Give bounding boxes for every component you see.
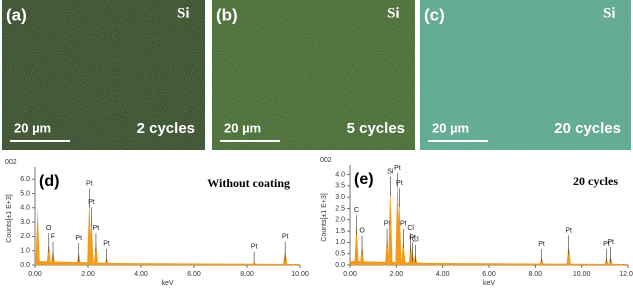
peak-label: Pt [394,165,401,172]
peak [35,207,40,265]
corner-label: 002 [320,157,332,164]
peak-label: Cl [412,237,419,244]
x-tick-label: 0.00 [28,271,42,278]
peak [384,237,390,265]
micrograph-noise [2,0,205,150]
element-label: Si [387,5,400,21]
peak-label: Si [387,169,394,176]
x-tick-label: 10.00 [291,271,309,278]
peak [388,185,393,265]
peak [46,242,51,265]
y-tick-label: 2.5 [335,205,345,212]
peak-label: Pt [607,239,614,246]
peak-label: Pt [384,221,391,228]
peak-label: F [51,234,55,241]
continuum [350,261,628,265]
panel-label: (d) [39,173,59,190]
y-tick-label: 1.0 [335,239,345,246]
peak-label: O [359,227,365,234]
peak-label: Pt [103,241,110,248]
x-tick-label: 2.00 [390,271,404,278]
panel-label: (e) [354,171,374,188]
caption: 20 cycles [554,120,621,137]
peak-label: Pt [251,244,258,251]
panel-label: (c) [424,5,445,24]
peak [354,224,359,265]
x-tick-label: 6.00 [187,271,201,278]
spectrum-title: 20 cycles [573,174,618,188]
y-tick-label: 1.0 [20,248,30,255]
peak-label: Cl [407,225,414,232]
x-tick-label: 8.00 [240,271,254,278]
peak-label: Pt [538,241,545,248]
scale-label: 20 µm [432,120,469,135]
peak-label: C [354,207,359,214]
y-tick-label: 6.0 [20,176,30,183]
y-axis-label: Counts[±1 E+3] [6,194,13,242]
panel-label: (b) [216,5,238,24]
x-tick-label: 8.00 [529,271,543,278]
peak [89,216,94,265]
y-tick-label: 2.0 [20,233,30,240]
x-axis-label: keV [161,280,173,287]
x-tick-label: 0.00 [343,271,357,278]
y-tick-label: 0.0 [20,262,30,269]
y-tick-label: 4.0 [20,205,30,212]
peak [93,242,99,265]
peak-label: Pt [88,199,95,206]
scale-label: 20 µm [224,120,261,135]
y-axis-label: Counts[±1 E+3] [321,193,328,241]
peak-label: Pt [565,227,572,234]
peak-label: Pt [75,235,82,242]
x-tick-label: 2.00 [81,271,95,278]
y-tick-label: 1.5 [335,228,345,235]
peak-label: Pt [93,225,100,232]
element-label: Si [603,5,616,21]
x-tick-label: 4.00 [134,271,148,278]
y-tick-label: 2.0 [335,217,345,224]
scale-label: 20 µm [14,120,51,135]
peak-label: Pt [86,181,93,188]
panel-label: (a) [6,5,27,24]
corner-label: 002 [5,159,17,166]
peak-label: Pt [282,234,289,241]
caption: 5 cycles [347,120,405,137]
peak-label: O [46,225,52,232]
peak [359,244,365,265]
x-axis-label: keV [483,280,495,287]
micrograph-noise [212,0,415,150]
y-tick-label: 3.5 [335,183,345,190]
y-tick-label: 0.5 [335,251,345,258]
peak [397,197,402,265]
element-label: Si [177,5,190,21]
x-tick-label: 6.00 [482,271,496,278]
peak [566,244,571,265]
peak-label: Pt [409,234,416,241]
x-tick-label: 12.00 [619,271,633,278]
y-tick-label: 3.0 [20,219,30,226]
y-tick-label: 5.0 [20,190,30,197]
spectrum-title: Without coating [207,176,290,190]
peak [251,260,257,265]
y-tick-label: 0.0 [335,262,345,269]
x-tick-label: 4.00 [436,271,450,278]
caption: 2 cycles [137,120,195,137]
peak-label: Pt [603,241,610,248]
continuum [35,261,300,265]
y-tick-label: 4.0 [335,171,345,178]
micrograph-noise [420,0,631,150]
peak-label: Pt [396,180,403,187]
x-tick-label: 10.00 [573,271,591,278]
y-tick-label: 3.0 [335,194,345,201]
peak [401,237,406,265]
peak-label: Pt [400,221,407,228]
